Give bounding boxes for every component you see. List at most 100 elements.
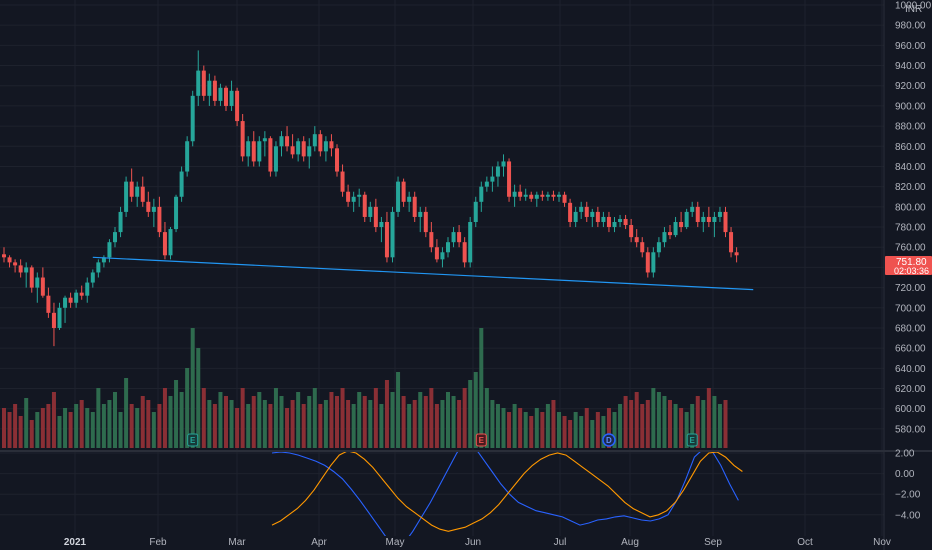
price-tick-label: 920.00 [895,81,926,92]
candle-body [18,265,23,273]
candle-body [512,191,517,197]
volume-bar [446,392,450,448]
candle-body [634,237,639,243]
candle-body [118,211,123,233]
dividend-badge-label: D [606,436,612,445]
candle-body [451,232,456,243]
volume-bar [662,396,667,448]
event-badge: D [602,433,616,447]
time-tick-label: Aug [621,537,639,548]
candle [384,211,389,263]
volume-bar [595,412,600,448]
candle [96,259,101,278]
volume-bar [551,400,556,448]
candle [13,259,18,273]
candle-body [57,307,62,328]
volume-bar [323,400,328,448]
volume-bar [429,388,434,448]
candle-body [629,225,634,238]
volume-bar [706,388,711,448]
candle-body [673,222,678,236]
volume-bar [40,408,45,448]
volume-bar [268,404,273,448]
osc-tick-label: −4.00 [895,510,921,521]
oscillator-axis[interactable]: 2.00 0.00 −2.00 −4.00 [895,449,921,522]
candle [51,302,56,347]
candle [368,201,373,222]
candle-body [507,161,512,197]
candle-body [534,194,539,199]
candle [46,287,51,318]
volume-bar [335,396,339,448]
candle-body [440,252,445,260]
candle-body [684,211,689,228]
candle [629,218,634,243]
volume-bar [285,408,290,448]
candle-body [429,232,434,248]
candle-body [79,292,84,296]
price-tick-label: 680.00 [895,323,926,334]
candle-body [568,202,573,222]
candle-body [101,257,106,263]
volume-bar [18,416,23,448]
candle-body [623,218,628,226]
candle-body [651,252,656,273]
volume-bar [290,400,295,448]
candle-body [473,201,478,222]
candle [290,134,295,159]
volume-bar [218,392,223,448]
volume-bar [495,404,500,448]
earnings-badge-label: E [690,436,696,445]
candle-body [490,176,495,182]
candle-body [251,141,256,162]
volume-bar [24,398,29,448]
volume-bar [501,408,506,448]
candle [623,214,628,230]
volume-bar [168,396,173,448]
candle-body [268,138,273,172]
candle [113,227,117,248]
candle-body [190,95,195,142]
candle-body [390,211,395,258]
volume-bar [68,412,73,448]
candle [479,181,484,212]
event-badge: E [475,433,487,447]
volume-bar [640,404,645,448]
candle-body [46,295,51,313]
candle-body [557,194,561,197]
candle-body [529,194,534,199]
candle-body [96,262,101,273]
volume-bar [90,412,95,448]
candle-body [229,90,234,106]
candle-body [85,282,90,296]
candle-body [174,196,179,230]
time-axis[interactable]: 2021 Feb Mar Apr May Jun Jul Aug Sep Oct Nov [64,537,891,548]
candle-body [240,121,245,157]
candle [557,191,561,202]
candle-body [90,272,95,283]
candle-body [362,194,367,217]
volume-bar [679,408,684,448]
price-tick-label: 900.00 [895,101,926,112]
candle [74,289,79,308]
candle [151,198,156,228]
candles [2,50,739,347]
candle [257,136,262,167]
candle-body [207,80,212,96]
candle [695,201,700,228]
volume-bar [717,404,722,448]
candle [573,206,578,228]
candle [512,184,517,207]
candle [534,191,539,207]
volume-bar [434,404,439,448]
candle-body [590,211,595,217]
candle-body [279,136,284,147]
volume-bar [235,408,240,448]
candle [207,73,212,106]
price-axis[interactable]: 1000.00 980.00 960.00 940.00 920.00 900.00 880… [895,1,932,436]
candle-body [401,181,406,202]
candle-body [124,181,129,212]
volume-bar [301,404,306,448]
